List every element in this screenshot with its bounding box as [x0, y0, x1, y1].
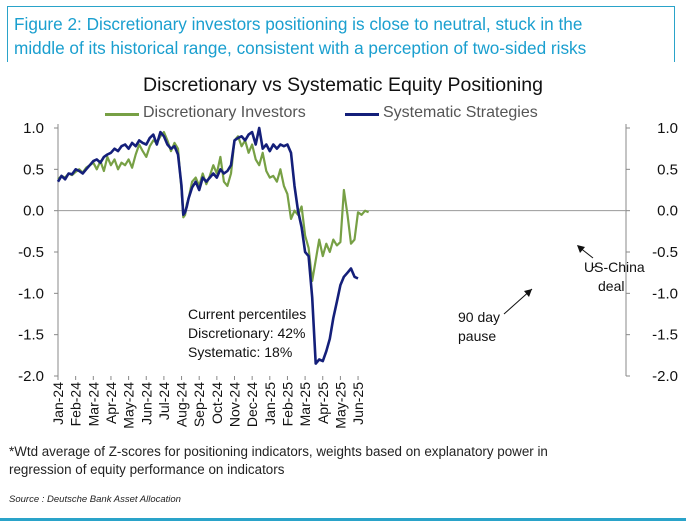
chart-series-layer [56, 126, 370, 365]
x-tick-label: May-24 [121, 382, 137, 429]
annotation-pause-line-2: pause [458, 328, 496, 344]
y-tick-label-right: -1.5 [652, 327, 678, 344]
y-tick-label-right: 1.0 [657, 120, 678, 137]
series-line-discretionary [57, 131, 370, 282]
y-tick-label-left: 1.0 [23, 120, 44, 137]
x-tick-label: Feb-25 [279, 382, 295, 427]
chart-legend: Discretionary Investors Systematic Strat… [0, 102, 686, 126]
y-tick-label-left: 0.5 [23, 161, 44, 178]
x-tick-label: Nov-24 [227, 382, 243, 427]
annotation-pause-arrowhead [524, 289, 532, 297]
x-tick-label: Jun-24 [138, 382, 154, 425]
x-tick-label: May-25 [332, 382, 348, 429]
y-tick-label-right: -1.0 [652, 285, 678, 302]
footnote-line-2: regression of equity performance on indi… [9, 462, 285, 477]
caption-line-1: Figure 2: Discretionary investors positi… [14, 14, 583, 34]
legend-swatch-discretionary [105, 113, 139, 116]
y-tick-label-right: 0.5 [657, 161, 678, 178]
chart-footnote: *Wtd average of Z-scores for positioning… [9, 443, 649, 479]
x-tick-label: Dec-24 [244, 382, 260, 427]
x-tick-label: Oct-24 [209, 382, 225, 424]
chart-source: Source : Deutsche Bank Asset Allocation [9, 494, 181, 505]
annotation-deal-arrow-lower [591, 265, 598, 269]
y-tick-label-left: -1.5 [18, 327, 44, 344]
x-tick-label: Jan-24 [50, 382, 66, 425]
series-line-systematic [56, 126, 359, 365]
y-tick-label-left: -0.5 [18, 244, 44, 261]
annotation-deal-line-2: deal [598, 278, 624, 294]
y-tick-label-right: 0.0 [657, 203, 678, 220]
caption-line-2: middle of its historical range, consiste… [14, 38, 587, 58]
x-tick-label: Jul-24 [156, 382, 172, 420]
legend-label-discretionary: Discretionary Investors [143, 104, 306, 121]
chart-annotations: Current percentiles Discretionary: 42% S… [188, 245, 645, 360]
x-tick-label: Apr-24 [103, 382, 119, 424]
bottom-rule [0, 518, 686, 521]
annotation-deal-arrowhead-upper [577, 245, 585, 253]
x-tick-label: Mar-24 [85, 382, 101, 427]
annotation-pause-line-1: 90 day [458, 309, 500, 325]
annotation-percentiles-discretionary: Discretionary: 42% [188, 325, 306, 341]
annotation-percentiles-title: Current percentiles [188, 306, 306, 322]
chart-title: Discretionary vs Systematic Equity Posit… [143, 74, 543, 96]
legend-swatch-systematic [345, 113, 379, 116]
x-tick-label: Jan-25 [262, 382, 278, 425]
x-tick-label: Jun-25 [350, 382, 366, 425]
x-tick-label: Aug-24 [174, 382, 190, 427]
x-tick-label: Feb-24 [68, 382, 84, 427]
x-tick-label: Mar-25 [297, 382, 313, 427]
figure-caption: Figure 2: Discretionary investors positi… [7, 6, 675, 62]
annotation-deal-line-1: US-China [584, 259, 645, 275]
x-tick-label: Apr-25 [315, 382, 331, 424]
x-tick-label: Sep-24 [191, 382, 207, 427]
y-tick-label-right: -0.5 [652, 244, 678, 261]
y-tick-label-right: -2.0 [652, 368, 678, 385]
y-tick-label-left: -1.0 [18, 285, 44, 302]
annotation-percentiles-systematic: Systematic: 18% [188, 344, 292, 360]
legend-label-systematic: Systematic Strategies [383, 104, 538, 121]
y-tick-label-left: 0.0 [23, 203, 44, 220]
footnote-line-1: *Wtd average of Z-scores for positioning… [9, 444, 548, 459]
y-tick-label-left: -2.0 [18, 368, 44, 385]
